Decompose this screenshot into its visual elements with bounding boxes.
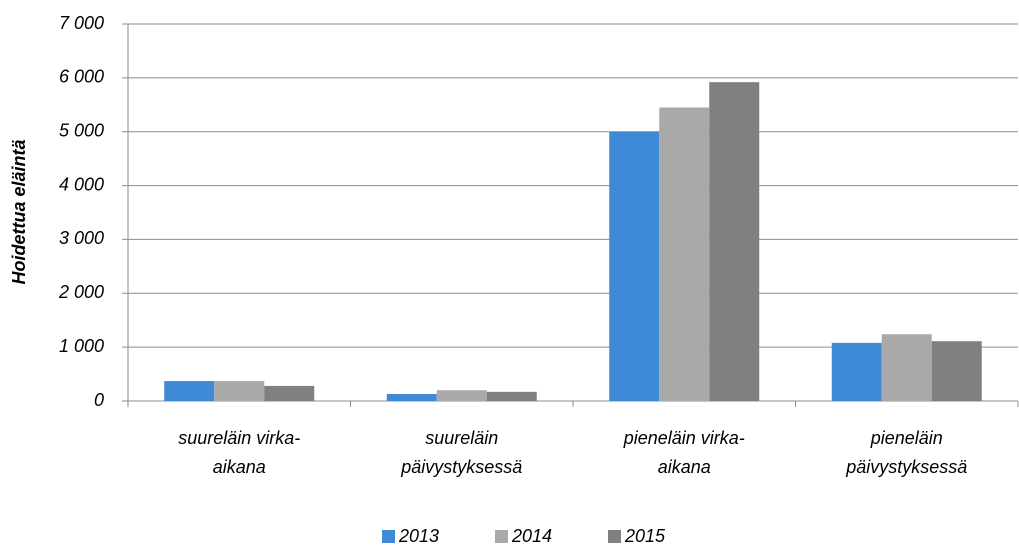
bar <box>264 385 315 401</box>
legend-label: 2015 <box>624 526 666 546</box>
legend-swatch <box>608 530 621 543</box>
y-tick-label: 5 000 <box>59 120 104 140</box>
bar <box>881 334 932 401</box>
bar <box>931 341 982 401</box>
x-tick-label: päivystyksessä <box>400 457 522 477</box>
y-tick-label: 4 000 <box>59 174 104 194</box>
x-tick-label: suureläin virka- <box>178 428 300 448</box>
bar <box>164 381 215 401</box>
y-tick-label: 1 000 <box>59 336 104 356</box>
y-tick-label: 3 000 <box>59 228 104 248</box>
bar <box>609 131 660 401</box>
x-tick-label: suureläin <box>425 428 498 448</box>
y-axis-title: Hoidettua eläintä <box>9 139 29 284</box>
y-tick-label: 0 <box>94 390 104 410</box>
x-tick-label: pieneläin <box>870 428 943 448</box>
bar <box>709 82 760 401</box>
x-tick-label: päivystyksessä <box>845 457 967 477</box>
x-tick-label: pieneläin virka- <box>623 428 745 448</box>
y-tick-label: 6 000 <box>59 67 104 87</box>
legend-label: 2014 <box>511 526 552 546</box>
bar <box>436 390 487 401</box>
bar <box>386 393 437 401</box>
x-tick-label: aikana <box>658 457 711 477</box>
bar <box>831 342 882 401</box>
legend-swatch <box>382 530 395 543</box>
bar <box>659 107 710 401</box>
y-tick-label: 7 000 <box>59 13 104 33</box>
x-tick-label: aikana <box>213 457 266 477</box>
legend-swatch <box>495 530 508 543</box>
y-tick-label: 2 000 <box>58 282 104 302</box>
bar <box>214 381 265 401</box>
bar <box>486 391 537 401</box>
legend-label: 2013 <box>398 526 439 546</box>
